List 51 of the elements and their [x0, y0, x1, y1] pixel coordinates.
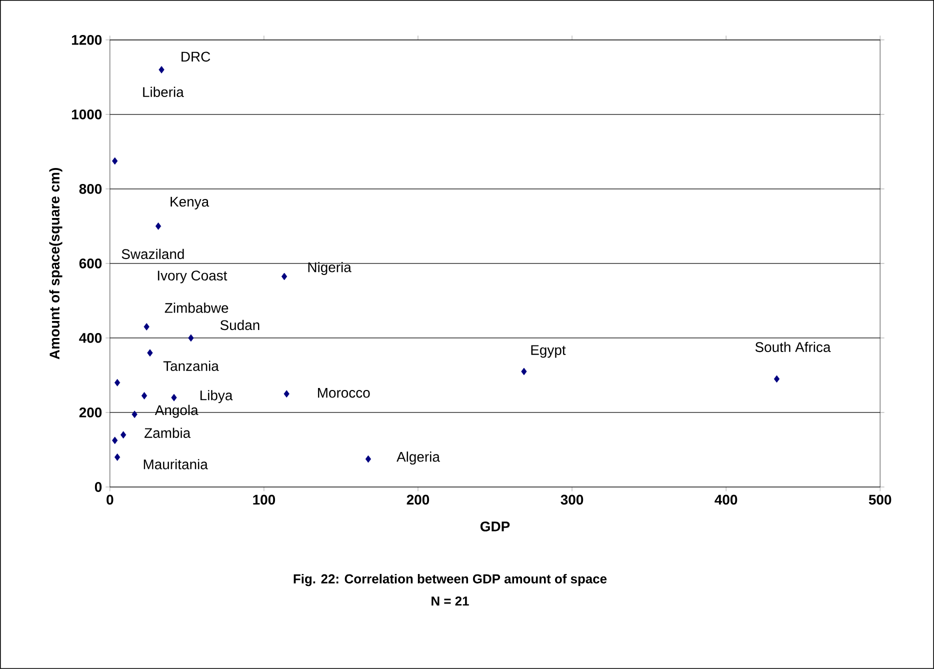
annotation: Nigeria — [308, 262, 352, 276]
y-tick-label: 0 — [94, 482, 102, 492]
point — [171, 394, 177, 402]
annotation: DRC — [182, 52, 210, 62]
x-axis-title: GDP — [480, 522, 510, 532]
point — [144, 323, 150, 331]
y-tick-label: 1200 — [72, 34, 102, 45]
point — [112, 157, 118, 165]
annotation: Zimbabwe — [164, 302, 228, 313]
point — [281, 272, 288, 280]
point — [120, 431, 126, 439]
annotation: Ivory Coast — [158, 270, 228, 284]
y-tick-label: 1000 — [72, 109, 102, 120]
point — [521, 368, 527, 376]
annotation: Algeria — [396, 452, 440, 465]
y-tick-label: 800 — [79, 184, 102, 194]
x-tick-label: 100 — [253, 494, 276, 505]
annotation: Zambia — [144, 428, 191, 438]
annotation: Swaziland — [122, 248, 184, 260]
point — [132, 410, 138, 418]
point — [147, 349, 153, 357]
point — [365, 455, 372, 463]
x-tick-label: 400 — [714, 494, 738, 505]
point — [158, 66, 164, 74]
annotation: Kenya — [170, 196, 210, 210]
point — [141, 392, 148, 400]
annotation: Morocco — [318, 388, 370, 398]
y-tick-label: 200 — [79, 408, 102, 418]
point — [774, 375, 780, 383]
point — [155, 222, 162, 230]
annotation: Liberia — [143, 86, 184, 98]
point — [188, 334, 194, 342]
caption: Fig. 22: Correlation between GDP amount of space — [294, 574, 607, 586]
point — [114, 454, 120, 461]
point — [112, 436, 118, 444]
point — [114, 379, 120, 386]
annotation: Egypt — [531, 345, 566, 358]
annotation: Libya — [200, 390, 233, 404]
x-tick-label: 200 — [406, 494, 430, 505]
x-tick-label: 0 — [106, 494, 114, 505]
y-tick-label: 600 — [79, 258, 102, 268]
y-axis-title: Amount of space(square cm) — [49, 168, 62, 360]
point — [284, 390, 290, 398]
x-tick-label: 300 — [560, 494, 584, 505]
text: N = 21 — [432, 596, 469, 606]
annotation: Tanzania — [163, 360, 219, 372]
x-tick-label: 500 — [868, 494, 892, 505]
annotation: Sudan — [220, 320, 260, 330]
y-tick-label: 400 — [79, 333, 102, 343]
annotation: South Africa — [755, 342, 831, 352]
annotation: Mauritania — [144, 459, 208, 470]
